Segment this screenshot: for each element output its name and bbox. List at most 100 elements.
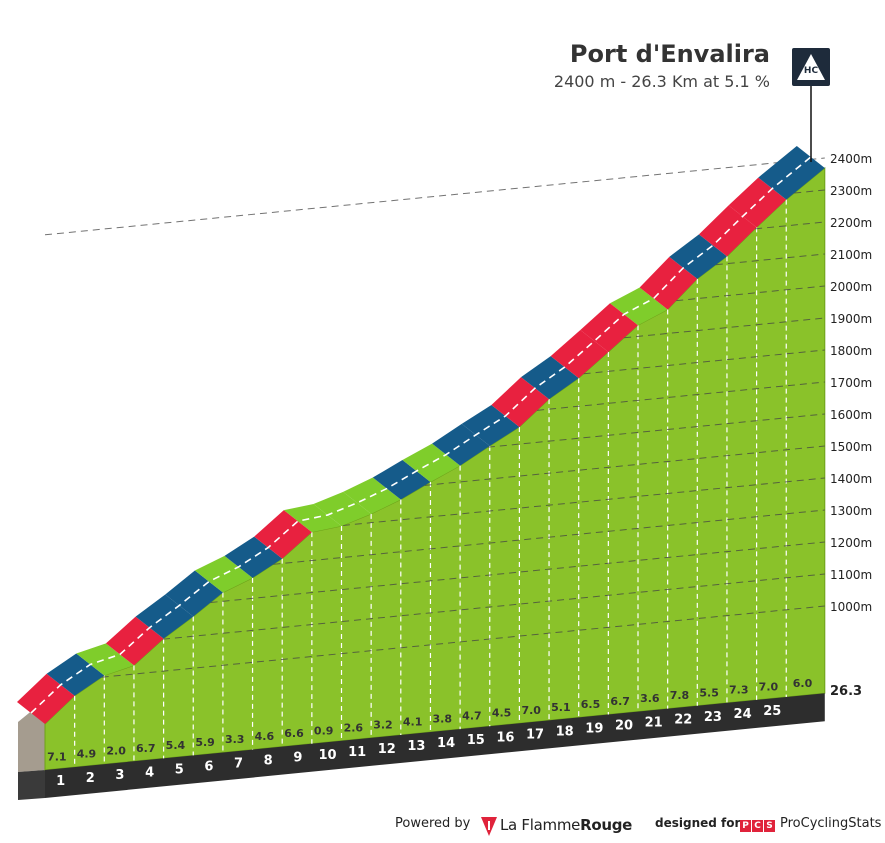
elevation-grid-line xyxy=(676,285,825,302)
elevation-tick-label: 1200m xyxy=(830,536,872,550)
elevation-tick-label: 1000m xyxy=(830,600,872,614)
km-marker-label: 21 xyxy=(645,716,663,731)
segment-gradient-label: 5.9 xyxy=(195,736,215,749)
elevation-tick-label: 2000m xyxy=(830,280,872,294)
segment-gradient-label: 3.2 xyxy=(373,718,393,731)
la-flamme-rouge-logo-text[interactable]: La FlammeRouge xyxy=(500,816,632,834)
elevation-grid-line xyxy=(342,477,825,526)
pcs-letter-s: S xyxy=(764,820,775,832)
segment-gradient-label: 7.0 xyxy=(759,680,779,693)
km-marker-label: 3 xyxy=(115,768,124,783)
climb-title: Port d'Envalira xyxy=(569,40,770,68)
segment-gradient-label: 6.7 xyxy=(610,695,630,708)
elevation-grid-line xyxy=(424,445,825,486)
km-marker-label: 10 xyxy=(318,748,336,763)
elevation-grid-line xyxy=(44,157,825,236)
segment-gradient-label: 5.1 xyxy=(551,701,571,714)
segment-gradient-label: 7.0 xyxy=(521,704,541,717)
elevation-grid-line xyxy=(210,541,825,603)
segment-gradient-label: 7.1 xyxy=(47,751,67,764)
climb-subtitle: 2400 m - 26.3 Km at 5.1 % xyxy=(553,72,770,91)
elevation-tick-label: 1500m xyxy=(830,440,872,454)
km-marker-label: 12 xyxy=(378,742,396,757)
designed-for-text: designed for xyxy=(655,816,741,830)
elevation-tick-label: 2400m xyxy=(830,152,872,166)
km-marker-label: 5 xyxy=(175,762,184,777)
segment-gradient-label: 4.6 xyxy=(255,730,275,743)
elevation-tick-label: 1900m xyxy=(830,312,872,326)
km-marker-label: 18 xyxy=(556,724,574,739)
profile-ribbon-segment xyxy=(461,404,520,446)
segment-gradient-label: 4.1 xyxy=(403,715,423,728)
category-label: HC xyxy=(803,66,819,76)
elevation-grid-line xyxy=(715,253,825,266)
pcs-letter-p: P xyxy=(740,820,751,832)
km-marker-label: 19 xyxy=(585,722,603,737)
km-marker-label: 6 xyxy=(204,759,213,774)
ribbon-centre-line xyxy=(30,156,812,714)
elevation-tick-label: 1700m xyxy=(830,376,872,390)
segment-gradient-label: 7.3 xyxy=(729,683,749,696)
km-marker-label: 13 xyxy=(407,739,425,754)
segment-gradient-label: 2.0 xyxy=(106,745,126,758)
segment-gradient-label: 6.6 xyxy=(284,727,304,740)
lfr-light-text: La Flamme xyxy=(500,816,581,834)
pcs-logo[interactable]: P C S xyxy=(740,820,775,832)
elevation-grid-line xyxy=(794,189,825,194)
elevation-grid-line xyxy=(583,349,825,375)
profile-ribbon-segment xyxy=(76,643,134,676)
elevation-tick-label: 1800m xyxy=(830,344,872,358)
km-marker-label: 25 xyxy=(763,704,781,719)
segment-gradient-label: 3.8 xyxy=(433,713,453,726)
flamme-rouge-icon xyxy=(481,817,497,836)
elevation-tick-label: 2200m xyxy=(830,216,872,230)
elevation-grid-line xyxy=(537,381,825,411)
segment-gradient-label: 2.6 xyxy=(344,721,364,734)
elevation-tick-label: 1300m xyxy=(830,504,872,518)
segment-gradient-label: 6.0 xyxy=(793,677,813,690)
hc-category-badge: HC xyxy=(792,48,830,86)
km-marker-label: 11 xyxy=(348,745,366,760)
segment-gradient-label: 0.9 xyxy=(314,724,334,737)
elevation-tick-label: 2300m xyxy=(830,184,872,198)
elevation-grid-line xyxy=(487,413,825,448)
km-marker-label: 1 xyxy=(56,774,65,789)
km-marker-label: 2 xyxy=(86,771,95,786)
profile-ribbon-segment xyxy=(432,423,490,466)
elevation-tick-label: 1100m xyxy=(830,568,872,582)
procyclingstats-text[interactable]: ProCyclingStats xyxy=(780,816,882,831)
segment-gradient-label: 6.5 xyxy=(581,698,601,711)
km-marker-label: 4 xyxy=(145,765,154,780)
profile-ribbon-segment xyxy=(639,256,698,310)
elevation-grid-line xyxy=(624,317,825,339)
segment-gradient-label: 3.6 xyxy=(640,692,660,705)
km-marker-label: 24 xyxy=(734,707,752,722)
elevation-grid-line xyxy=(273,509,825,565)
profile-ribbon-segment xyxy=(402,443,461,483)
segment-gradient-label: 3.3 xyxy=(225,733,245,746)
segment-gradient-label: 7.8 xyxy=(670,689,690,702)
profile-ribbon-segment xyxy=(194,555,253,593)
segment-gradient-label: 4.9 xyxy=(77,748,97,761)
elevation-tick-label: 2100m xyxy=(830,248,872,262)
elevation-grid-line xyxy=(101,605,825,678)
profile-ribbon-segment xyxy=(46,653,105,696)
mountain-icon xyxy=(797,54,825,80)
profile-base-band xyxy=(45,693,825,798)
km-marker-label: 15 xyxy=(467,733,485,748)
km-marker-label: 20 xyxy=(615,719,633,734)
segment-gradient-label: 4.5 xyxy=(492,707,512,720)
km-marker-label: 17 xyxy=(526,727,544,742)
powered-by-text: Powered by xyxy=(395,816,471,831)
km-marker-label: 7 xyxy=(234,757,243,772)
segment-gradient-label: 5.4 xyxy=(166,739,186,752)
km-marker-label: 9 xyxy=(293,751,302,766)
km-marker-label: 16 xyxy=(496,730,514,745)
profile-ribbon-segment xyxy=(17,673,75,724)
elevation-tick-label: 1400m xyxy=(830,472,872,486)
km-marker-label: 8 xyxy=(264,754,273,769)
km-marker-label: 14 xyxy=(437,736,455,751)
pcs-letter-c: C xyxy=(752,820,763,832)
km-marker-label: 22 xyxy=(674,713,692,728)
